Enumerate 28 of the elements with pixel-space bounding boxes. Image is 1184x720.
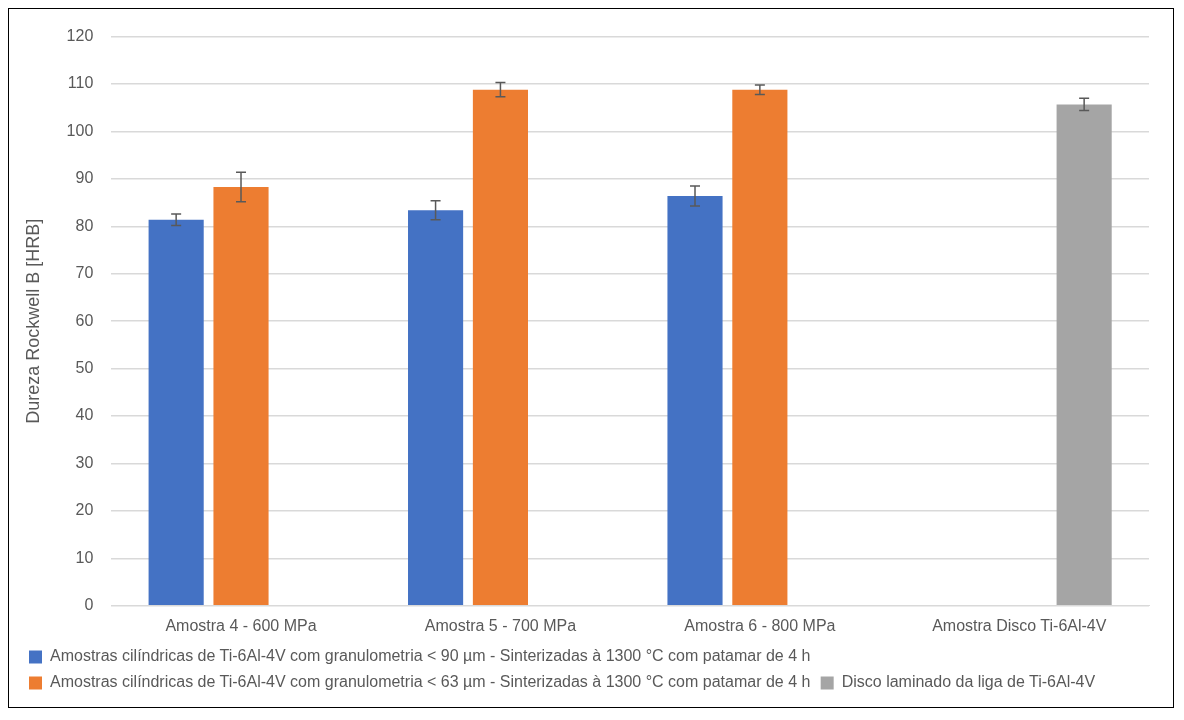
bar <box>148 219 204 606</box>
bar <box>1056 104 1112 606</box>
x-tick-label: Amostra Disco Ti-6Al-4V <box>932 616 1107 634</box>
y-tick-label: 110 <box>67 74 94 92</box>
y-tick-label: 20 <box>75 501 94 519</box>
y-tick-label: 60 <box>75 311 94 329</box>
x-tick-label: Amostra 4 - 600 MPa <box>165 616 317 634</box>
bar <box>408 210 464 606</box>
legend-label: Amostras cilíndricas de Ti-6Al-4V com granulometria < 63 µm - Sinterizadas à 1300 °C com patamar de 4 h <box>50 673 811 691</box>
y-tick-label: 100 <box>66 121 94 139</box>
bar <box>213 186 269 606</box>
y-tick-label: 90 <box>75 169 94 187</box>
bar <box>472 89 528 606</box>
y-tick-label: 50 <box>75 359 94 377</box>
y-tick-label: 40 <box>75 406 94 424</box>
y-tick-label: 30 <box>75 453 94 471</box>
legend-label: Disco laminado da liga de Ti-6Al-4V <box>841 673 1096 691</box>
y-axis-title: Dureza Rockwell B [HRB] <box>22 218 43 424</box>
y-tick-label: 120 <box>66 27 94 45</box>
x-tick-label: Amostra 5 - 700 MPa <box>424 616 577 634</box>
bar <box>732 89 788 606</box>
y-tick-label: 0 <box>84 596 94 614</box>
x-tick-label: Amostra 6 - 800 MPa <box>684 616 836 634</box>
bar <box>667 195 723 606</box>
y-tick-label: 80 <box>75 216 94 234</box>
legend-label: Amostras cilíndricas de Ti-6Al-4V com granulometria < 90 µm - Sinterizadas à 1300 °C com patamar de 4 h <box>50 647 811 665</box>
y-tick-label: 70 <box>75 264 94 282</box>
y-tick-label: 10 <box>75 548 94 566</box>
